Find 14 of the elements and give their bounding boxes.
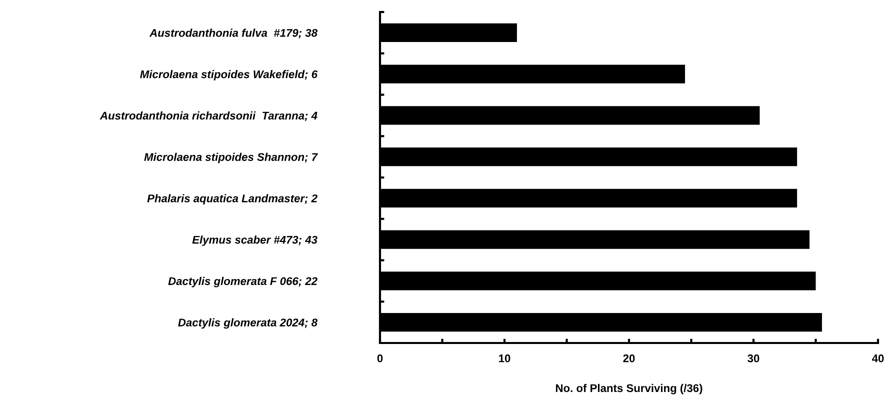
x-tick-label: 20 <box>623 354 635 362</box>
y-tick-label: Elymus scaber #473; 43 <box>192 236 318 246</box>
y-tick-label: Austrodanthonia richardsonii Taranna; 4 <box>100 111 318 122</box>
x-tick-label: 40 <box>872 354 884 362</box>
x-tick-label: 0 <box>377 354 383 362</box>
y-tick-label: Phalaris aquatica Landmaster; 2 <box>147 194 318 205</box>
y-tick-label: Dactylis glomerata 2024; 8 <box>178 318 318 329</box>
y-tick-label: Austrodanthonia fulva #179; 38 <box>149 28 318 38</box>
x-axis-title: No. of Plants Surviving (/36) <box>556 384 702 394</box>
y-tick-label: Dactylis glomerata F 066; 22 <box>168 276 318 288</box>
x-tick-label: 30 <box>748 354 760 362</box>
y-tick-label: Microlaena stipoides Wakefield; 6 <box>140 70 318 80</box>
x-tick-label: 10 <box>499 354 510 362</box>
y-tick-label: Microlaena stipoides Shannon; 7 <box>144 152 318 164</box>
